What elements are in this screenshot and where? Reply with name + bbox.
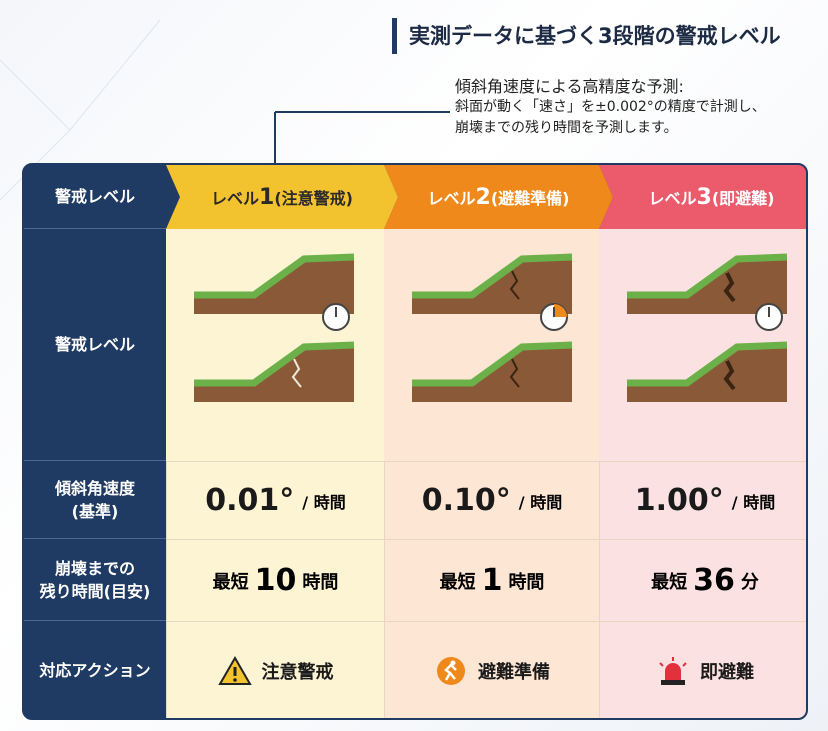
illustration-part [723,360,736,391]
illustration-part [412,253,573,299]
rate-unit: / 時間 [302,492,346,512]
row-label: 対応アクション [24,621,166,718]
action-label: 即避難 [700,662,754,683]
time-prefix: 最短 [212,571,249,593]
level-prefix: レベル [427,189,476,208]
row-label-line: 崩壊までの [54,558,135,578]
illustration-part [412,345,572,402]
time-cell: 最短 36 分 [599,539,806,621]
illustration-part [509,270,520,300]
level-number: 2 [475,184,491,210]
action-label: 避難準備 [478,662,550,683]
level-prefix: レベル [211,189,260,208]
illustration-part [194,341,355,387]
rate-value: 1.00° [634,483,724,518]
note-line: 崩壊までの残り時間を予測します。 [455,120,678,136]
time-value: 10 [254,563,297,598]
level-name: (注意警戒) [274,189,353,208]
page-title: 実測データに基づく3段階の警戒レベル [392,18,781,54]
illustration-part [665,663,681,680]
illustration-part [509,358,520,388]
rate-unit: / 時間 [731,492,776,512]
rate-unit: / 時間 [518,492,563,512]
row-label-line: 対応アクション [39,660,151,680]
illustration-part [554,304,567,317]
level-name: (即避難) [711,189,775,208]
rate-cell: 1.00° / 時間 [599,461,806,539]
row-label-line: 警戒レベル [54,335,135,354]
level-header: レベル 1 (注意警戒) [166,165,398,229]
rate-cell: 0.01° / 時間 [166,461,384,539]
illustration-part [232,678,237,682]
rate-value: 0.10° [421,483,511,518]
row-label: 警戒レベル [24,165,166,229]
illustration-part [627,345,787,402]
row-label: 崩壊までの残り時間(目安) [24,539,166,621]
level-prefix: レベル [648,189,697,208]
time-value: 36 [693,563,735,598]
action-cell: 避難準備 [384,621,599,718]
illustration-part [412,341,573,387]
rate-value: 0.01° [205,483,295,518]
illustration-part [412,257,572,314]
note-line: 斜面が動く「速さ」を±0.002°の精度で計測し、 [455,99,766,115]
level-number: 3 [696,184,712,210]
row-label-line: 警戒レベル [54,187,135,206]
illustration-part [450,660,456,666]
time-cell: 最短 1 時間 [384,539,599,621]
illustration-part [444,663,457,681]
slope-illustration [412,253,573,402]
slope-illustration [627,253,788,402]
time-unit: 分 [740,571,759,593]
time-value: 1 [481,563,503,598]
illustration-part [194,257,354,314]
illustration-part [661,680,685,685]
illustration-part [627,341,788,387]
row-label-line: 傾斜角速度 [54,478,135,498]
illustration-part [723,272,736,303]
illustration-part [627,257,787,314]
illustration-part [194,253,355,299]
level-table: 警戒レベル 警戒レベル 傾斜角速度 (基準) 崩壊までの 残り時間(目安) 対応アクションレ… [22,163,808,720]
illustration-part [291,358,302,388]
note: 傾斜角速度による高精度な予測: 斜面が動く「速さ」を±0.002°の精度で計測し… [455,76,766,139]
time-unit: 時間 [508,571,545,593]
time-prefix: 最短 [439,571,476,593]
row-label-line: 残り時間(目安) [39,581,151,601]
illustration-part [194,345,354,402]
action-icon [437,657,465,685]
action-cell: 注意警戒 [166,621,384,718]
action-icon [659,657,687,685]
level-name: (避難準備) [490,189,570,208]
time-prefix: 最短 [651,571,688,593]
level-header: レベル 3 (即避難) [599,165,806,229]
time-unit: 時間 [302,571,339,593]
row-label-line: (基準) [71,501,119,521]
level-number: 1 [259,184,275,210]
slope-illustration [194,253,355,402]
action-icon [217,656,252,685]
illustration-part [437,657,465,685]
note-title: 傾斜角速度による高精度な予測: [455,77,684,96]
rate-cell: 0.10° / 時間 [384,461,599,539]
time-cell: 最短 10 時間 [166,539,384,621]
level-header: レベル 2 (避難準備) [384,165,613,229]
action-cell: 即避難 [599,621,806,718]
row-label: 傾斜角速度 (基準) [24,461,166,539]
row-label: 警戒レベル [24,229,166,461]
action-label: 注意警戒 [261,662,334,683]
illustration-part [659,657,687,667]
illustration-part [627,253,788,299]
